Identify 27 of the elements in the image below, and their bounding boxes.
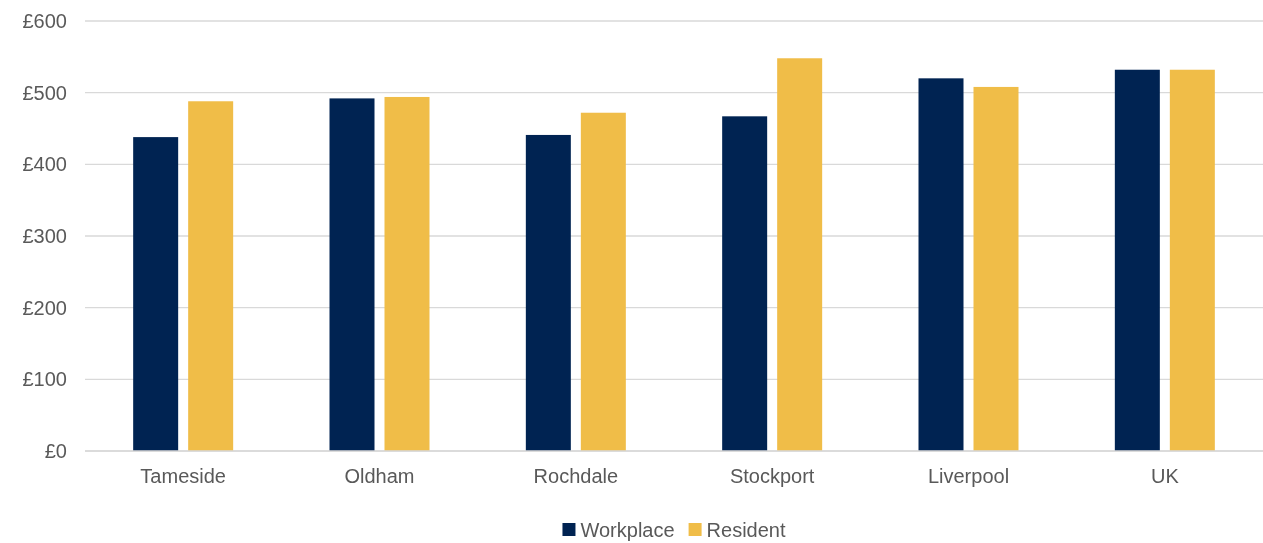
- bar: [777, 58, 823, 451]
- y-tick-label: £500: [22, 81, 67, 104]
- bar: [580, 112, 626, 451]
- x-tick-label: Stockport: [729, 465, 815, 488]
- x-tick-label: UK: [1150, 465, 1180, 488]
- x-tick-label: Oldham: [344, 465, 415, 488]
- bar: [384, 96, 430, 451]
- y-tick-label: £400: [22, 153, 67, 176]
- y-tick-label: £600: [22, 9, 67, 32]
- y-tick-label: £200: [22, 296, 67, 319]
- bar: [133, 137, 179, 451]
- bar: [918, 78, 964, 451]
- bar: [188, 101, 234, 451]
- x-tick-label: Liverpool: [927, 465, 1010, 488]
- legend-label: Resident: [706, 519, 786, 541]
- bar: [1169, 69, 1215, 451]
- y-tick-label: £300: [22, 224, 67, 247]
- bar: [329, 98, 375, 451]
- y-tick-label: £0: [44, 439, 67, 462]
- x-tick-label: Rochdale: [533, 465, 619, 488]
- x-tick-label: Tameside: [140, 465, 226, 488]
- bar: [1114, 69, 1160, 451]
- bar: [525, 134, 571, 451]
- y-tick-label: £100: [22, 368, 67, 391]
- legend-label: Workplace: [580, 519, 675, 541]
- bar: [722, 116, 768, 451]
- bar: [973, 86, 1019, 451]
